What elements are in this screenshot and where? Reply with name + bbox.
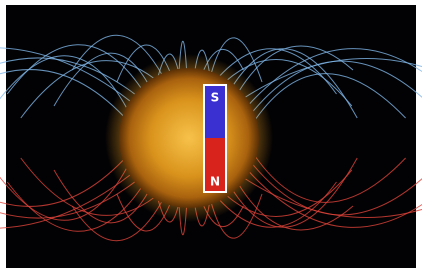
north-label: N — [210, 175, 220, 189]
sun — [119, 68, 259, 208]
south-label: S — [211, 91, 220, 105]
bar-magnet: S N — [203, 84, 227, 193]
scene: S N — [0, 0, 422, 273]
